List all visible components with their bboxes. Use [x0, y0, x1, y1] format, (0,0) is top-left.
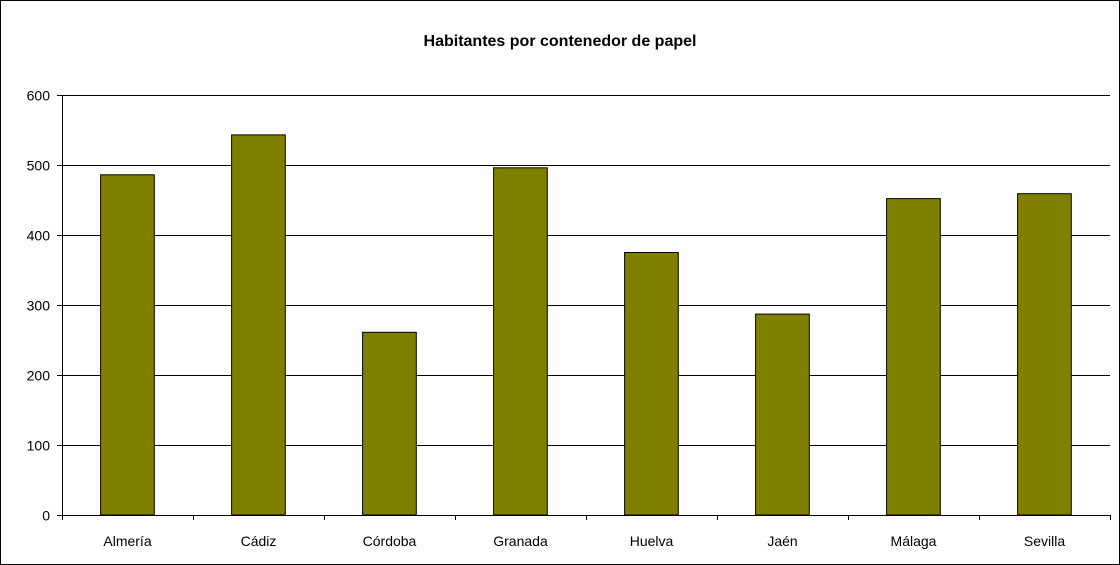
- x-tick-label: Sevilla: [1024, 533, 1065, 549]
- bar-almería: [100, 174, 155, 516]
- bar-granada: [493, 167, 548, 516]
- x-tick-label: Málaga: [891, 533, 937, 549]
- y-tick-label: 100: [27, 438, 51, 454]
- x-tick-label: Huelva: [630, 533, 674, 549]
- y-tick-label: 200: [27, 368, 51, 384]
- x-tick-labels: Almería Cádiz Córdoba Granada Huelva Jaén Mála…: [103, 533, 1065, 549]
- bar-huelva: [624, 252, 679, 516]
- axes: [57, 95, 1111, 520]
- bar-málaga: [886, 198, 941, 516]
- bars: [100, 134, 1072, 516]
- y-tick-label: 0: [42, 508, 50, 524]
- x-tick-label: Córdoba: [363, 533, 417, 549]
- chart-title: Habitantes por contenedor de papel: [423, 33, 697, 50]
- x-tick-label: Cádiz: [241, 533, 277, 549]
- bar-córdoba: [362, 331, 417, 516]
- y-tick-label: 500: [27, 158, 51, 174]
- x-tick-label: Jaén: [767, 533, 797, 549]
- y-tick-label: 300: [27, 298, 51, 314]
- bar-jaén: [755, 313, 810, 516]
- x-tick-label: Almería: [103, 533, 151, 549]
- x-tick-label: Granada: [493, 533, 548, 549]
- y-tick-label: 600: [27, 88, 51, 104]
- gridlines: [62, 95, 1110, 446]
- bar-cádiz: [231, 134, 286, 516]
- y-tick-label: 400: [27, 228, 51, 244]
- bar-sevilla: [1017, 193, 1072, 516]
- y-tick-labels: 0 100 200 300 400 500 600: [27, 88, 51, 524]
